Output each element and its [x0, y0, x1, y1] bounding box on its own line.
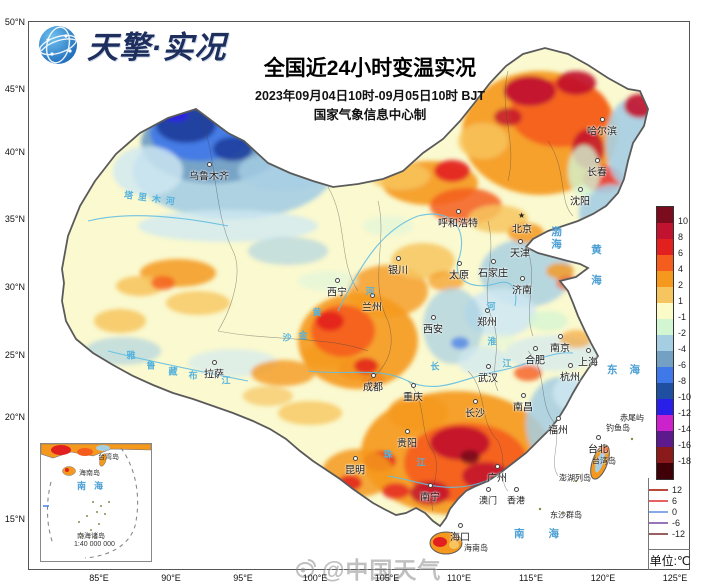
colorbar-tick-label: 2	[678, 280, 684, 290]
lat-tick-label: 30°N	[4, 282, 25, 292]
colorbar-tick-label: -4	[678, 344, 687, 354]
colorbar-tick-label: -10	[678, 392, 692, 402]
contour-legend-label: -6	[672, 517, 681, 528]
contour-legend-line	[648, 488, 668, 491]
colorbar-block	[657, 415, 673, 431]
colorbar-block	[657, 367, 673, 383]
colorbar-blocks	[656, 206, 674, 480]
lat-tick-label: 20°N	[4, 412, 25, 422]
colorbar-block	[657, 255, 673, 271]
colorbar-tick-label: -8	[678, 376, 687, 386]
contour-legend-line	[648, 499, 668, 502]
logo: 天擎·实况	[36, 22, 226, 67]
contour-legend-row: -12	[648, 528, 694, 539]
contour-legend-label: -12	[672, 528, 686, 539]
lon-tick-label: 120°E	[590, 573, 616, 583]
lat-tick-label: 50°N	[4, 17, 25, 27]
colorbar-block	[657, 431, 673, 447]
contour-legend-row: 6	[648, 495, 694, 506]
islet-dots	[538, 437, 634, 515]
colorbar-tick-label: -12	[678, 408, 692, 418]
logo-text: 天擎·实况	[87, 30, 227, 65]
colorbar-tick-label: -6	[678, 360, 687, 370]
contour-legend-row: 12	[648, 484, 694, 495]
china-map-svg	[61, 47, 649, 555]
colorbar-block	[657, 447, 673, 463]
colorbar-tick-label: 10	[678, 216, 689, 226]
colorbar-block	[657, 383, 673, 399]
map-frame	[28, 21, 690, 570]
temperature-colorbar: 10 8 6 4 2 1 -1 -2 -4 -6 -8 -10 -12 -14 -16 -18	[656, 206, 700, 480]
lat-tick-label: 15°N	[4, 514, 25, 524]
colorbar-tick-label: 4	[678, 264, 684, 274]
watermark: @中国天气	[294, 551, 441, 585]
colorbar-block	[657, 303, 673, 319]
colorbar-tick-label: 6	[678, 248, 684, 258]
lon-tick-label: 85°E	[89, 573, 109, 583]
colorbar-block	[657, 223, 673, 239]
colorbar-tick-label: -18	[678, 456, 692, 466]
colorbar-tick-label: -16	[678, 440, 692, 450]
lon-tick-label: 95°E	[233, 573, 253, 583]
time-range: 2023年09月04日10时-09月05日10时 BJT	[255, 89, 485, 103]
national-border	[61, 47, 649, 528]
contour-line-legend: 12 6 0 -6 -12	[648, 484, 694, 539]
colorbar-tick-label: -1	[678, 312, 687, 322]
colorbar-block	[657, 351, 673, 367]
colorbar-block	[657, 319, 673, 335]
lon-tick-label: 90°E	[161, 573, 181, 583]
globe-logo-icon	[39, 25, 77, 64]
colorbar-tick-label: 8	[678, 232, 684, 242]
colorbar-block	[657, 239, 673, 255]
contour-legend-line	[648, 532, 668, 535]
legend-divider-horizontal	[648, 549, 690, 550]
lat-tick-label: 25°N	[4, 350, 25, 360]
credit-line: 国家气象信息中心制	[313, 108, 427, 122]
contour-legend-line	[648, 510, 668, 513]
colorbar-block	[657, 399, 673, 415]
south-china-sea-inset	[40, 443, 152, 562]
colorbar-tick-label: 1	[678, 296, 684, 306]
legend-divider-vertical	[648, 478, 649, 570]
watermark-text: @中国天气	[322, 557, 442, 583]
contour-legend-row: 0	[648, 506, 694, 517]
page-title: 全国近24小时变温实况	[263, 57, 477, 80]
rivers	[87, 213, 574, 488]
colorbar-block	[657, 287, 673, 303]
colorbar-tick-label: -14	[678, 424, 692, 434]
lon-tick-label: 115°E	[519, 573, 543, 583]
weibo-icon	[296, 559, 316, 578]
colorbar-block	[657, 463, 673, 479]
colorbar-tick-label: -2	[678, 328, 687, 338]
lon-tick-label: 110°E	[447, 573, 471, 583]
taiwan-island	[590, 444, 610, 480]
hainan-island	[429, 531, 463, 555]
colorbar-block	[657, 335, 673, 351]
colorbar-block	[657, 207, 673, 223]
province-borders	[199, 70, 574, 512]
unit-label: 单位:℃	[649, 554, 691, 568]
contour-legend-label: 12	[672, 484, 683, 495]
inset-map-svg	[40, 443, 152, 559]
lat-tick-label: 45°N	[4, 84, 25, 94]
contour-legend-label: 6	[672, 495, 678, 506]
contour-legend-line	[648, 521, 668, 524]
lat-tick-label: 35°N	[4, 214, 25, 224]
contour-legend-row: -6	[648, 517, 694, 528]
contour-legend-label: 0	[672, 506, 678, 517]
lon-tick-label: 125°E	[662, 573, 688, 583]
colorbar-block	[657, 271, 673, 287]
lat-tick-label: 40°N	[4, 147, 25, 157]
